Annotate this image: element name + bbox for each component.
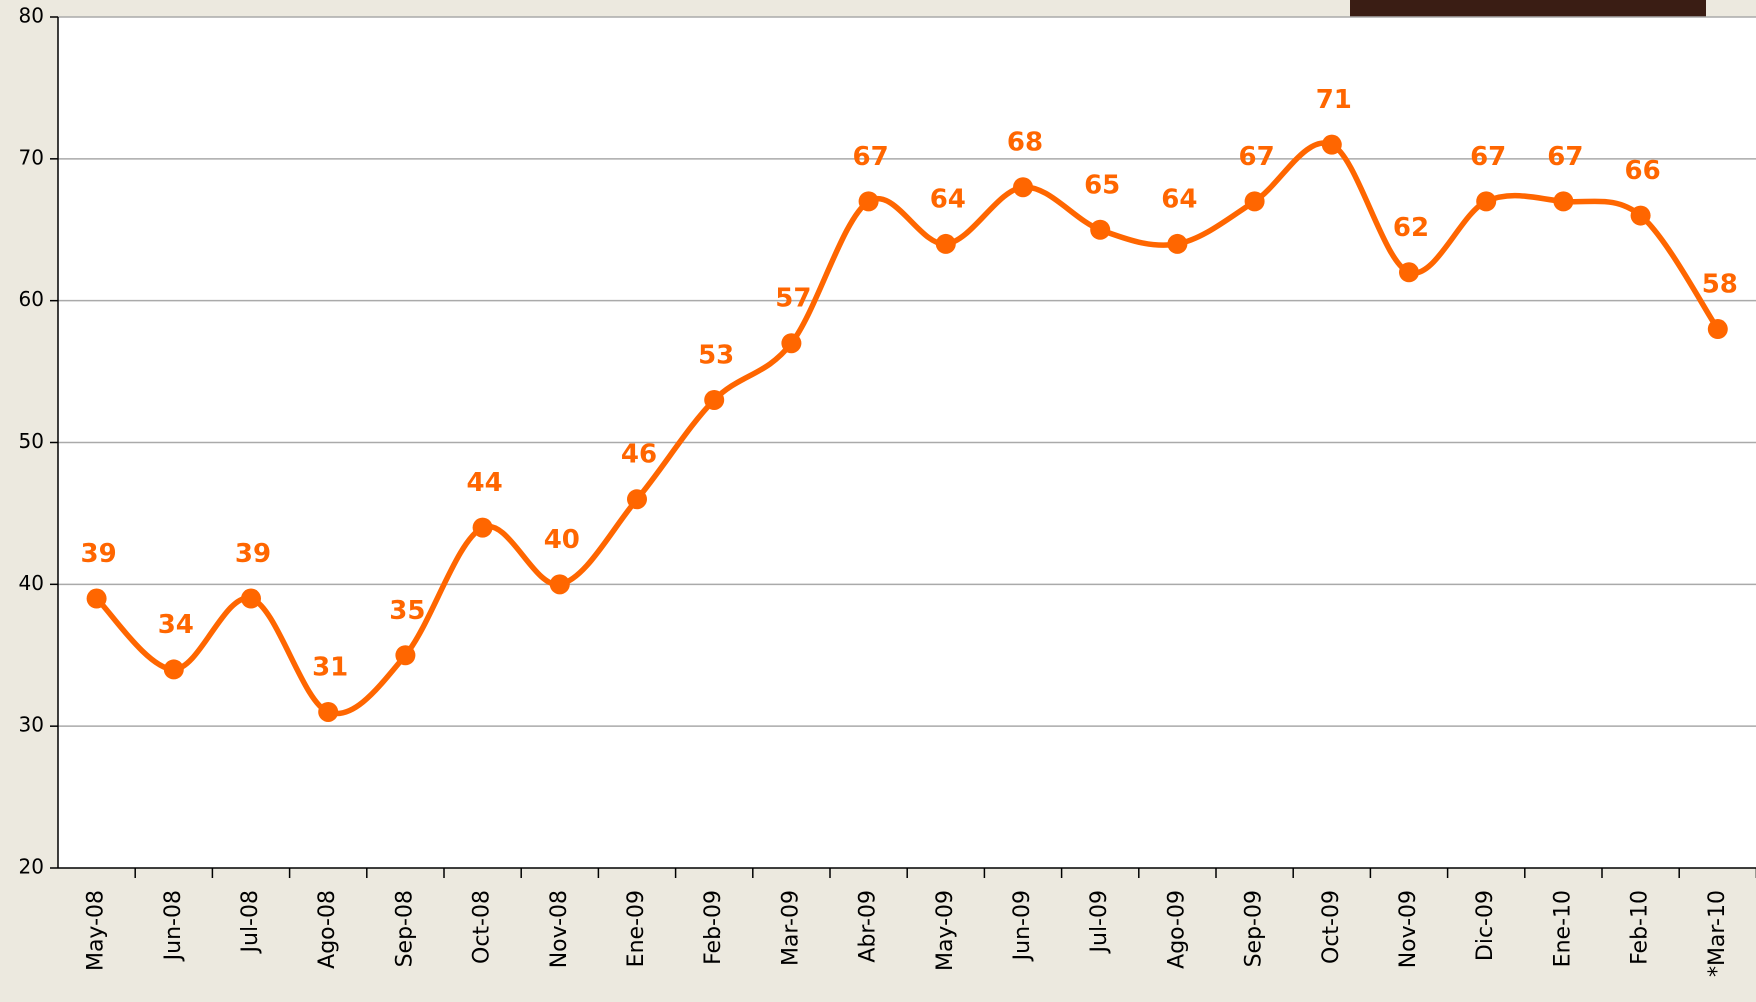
data-label: 67: [1547, 142, 1583, 172]
x-tick-label: Feb-10: [1628, 890, 1653, 965]
x-tick-label: Ago-08: [315, 890, 340, 969]
data-label: 67: [1470, 142, 1506, 172]
y-tick-label: 60: [19, 287, 44, 311]
data-point: [164, 659, 184, 679]
data-label: 39: [235, 539, 271, 569]
x-tick-label: Ene-09: [624, 890, 649, 967]
data-label: 58: [1702, 270, 1738, 300]
data-point: [936, 234, 956, 254]
y-tick-label: 70: [19, 145, 44, 169]
data-label: 35: [389, 596, 425, 626]
x-tick-label: Jul-09: [1087, 890, 1112, 954]
x-tick-label: Jun-09: [1010, 890, 1035, 962]
y-tick-label: 20: [19, 855, 44, 879]
y-tick-label: 50: [19, 429, 44, 453]
data-point: [395, 645, 415, 665]
x-tick-label: Sep-09: [1242, 890, 1267, 967]
x-tick-label: Dic-09: [1473, 890, 1498, 961]
data-label: 64: [930, 184, 966, 214]
data-label: 68: [1007, 128, 1043, 158]
x-tick-label: Oct-09: [1319, 890, 1344, 964]
data-label: 66: [1625, 156, 1661, 186]
data-label: 46: [621, 440, 657, 470]
data-point: [1708, 319, 1728, 339]
x-tick-label: Oct-08: [470, 890, 495, 964]
data-point: [550, 574, 570, 594]
x-tick-label: Sep-08: [392, 890, 417, 967]
data-point: [473, 518, 493, 538]
data-label: 39: [81, 539, 117, 569]
data-label: 65: [1084, 170, 1120, 200]
data-label: 71: [1316, 85, 1352, 115]
x-tick-label: *Mar-10: [1705, 890, 1730, 977]
data-point: [1476, 191, 1496, 211]
data-label: 67: [1239, 142, 1275, 172]
data-point: [1399, 262, 1419, 282]
data-point: [1245, 191, 1265, 211]
data-label: 64: [1161, 184, 1197, 214]
data-point: [859, 191, 879, 211]
data-label: 44: [467, 468, 503, 498]
x-tick-label: Mar-09: [778, 890, 803, 966]
data-point: [241, 589, 261, 609]
y-tick-label: 40: [19, 571, 44, 595]
x-tick-label: Abr-09: [856, 890, 881, 963]
x-tick-label: Jul-08: [238, 890, 263, 954]
data-point: [1090, 220, 1110, 240]
data-label: 62: [1393, 213, 1429, 243]
data-point: [627, 489, 647, 509]
data-point: [1631, 206, 1651, 226]
y-tick-label: 30: [19, 713, 44, 737]
corner-image: [1350, 0, 1706, 17]
data-label: 57: [775, 284, 811, 314]
chart: 20 30 40 50 60 70 80 May-08 Jun-08 Jul-08 Ago-08 Se…: [0, 0, 1756, 1002]
data-point: [781, 333, 801, 353]
x-tick-label: Nov-09: [1396, 890, 1421, 968]
y-tick-label: 80: [19, 4, 44, 28]
data-point: [1013, 177, 1033, 197]
data-point: [318, 702, 338, 722]
x-tick-label: Jun-08: [161, 890, 186, 962]
data-point: [87, 589, 107, 609]
data-label: 67: [853, 142, 889, 172]
data-point: [704, 390, 724, 410]
data-label: 31: [312, 652, 348, 682]
x-tick-label: Ago-09: [1164, 890, 1189, 969]
data-label: 40: [544, 525, 580, 555]
data-label: 53: [698, 340, 734, 370]
x-tick-label: May-08: [84, 890, 109, 971]
x-tick-label: Nov-08: [547, 890, 572, 968]
x-tick-label: Ene-10: [1550, 890, 1575, 967]
data-label: 34: [158, 610, 194, 640]
data-point: [1167, 234, 1187, 254]
x-tick-label: Feb-09: [701, 890, 726, 965]
data-point: [1553, 191, 1573, 211]
x-tick-label: May-09: [933, 890, 958, 971]
data-point: [1322, 135, 1342, 155]
